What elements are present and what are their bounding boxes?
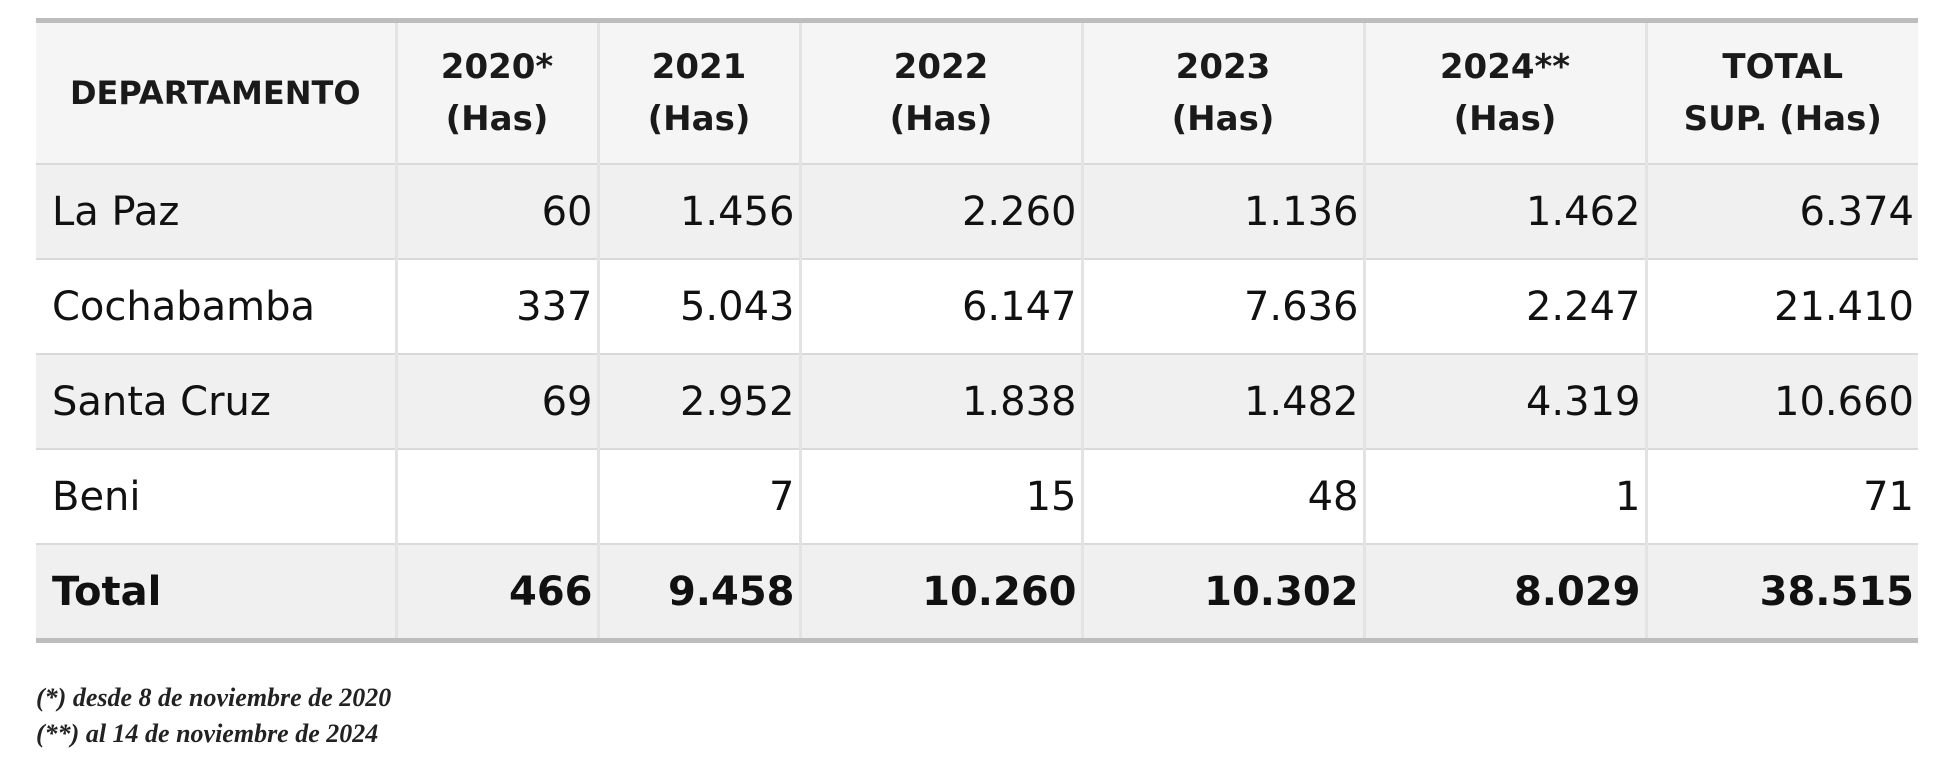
cell-total: 21.410 [1644,258,1918,354]
cell-2022: 15 [798,448,1082,544]
header-year: 2020* [440,47,554,87]
cell-department: Beni [36,448,396,544]
cell-2023: 7.636 [1080,258,1364,354]
header-2021: 2021 (Has) [596,23,800,164]
cell-2022: 1.838 [798,353,1082,449]
cell-department: La Paz [36,163,396,259]
header-unit: (Has) [1171,99,1275,139]
cell-total: 71 [1644,448,1918,544]
cell-total: 10.660 [1644,353,1918,449]
cell-department: Santa Cruz [36,353,396,449]
footnote-2020: (*) desde 8 de noviembre de 2020 [36,683,392,712]
header-unit: (Has) [647,99,751,139]
cell-2021: 2.952 [596,353,800,449]
cell-2021: 7 [596,448,800,544]
cell-total-label: Total [36,543,396,638]
header-2020: 2020* (Has) [394,23,598,164]
header-2024: 2024** (Has) [1362,23,1646,164]
header-2023: 2023 (Has) [1080,23,1364,164]
hectares-by-department-table: DEPARTAMENTO 2020* (Has) 2021 (Has) 2022… [36,23,1918,638]
cell-2020: 69 [394,353,598,449]
header-label: TOTAL [1722,47,1844,87]
cell-2024: 1.462 [1362,163,1646,259]
cell-2024: 2.247 [1362,258,1646,354]
table-row-santa-cruz: Santa Cruz 69 2.952 1.838 1.482 4.319 10… [36,353,1918,449]
cell-2023: 48 [1080,448,1364,544]
header-year: 2023 [1175,47,1271,87]
cell-2023: 1.136 [1080,163,1364,259]
cell-department: Cochabamba [36,258,396,354]
cell-2024: 1 [1362,448,1646,544]
header-year: 2024** [1439,47,1571,87]
cell-total-2022: 10.260 [798,543,1082,638]
cell-2021: 1.456 [596,163,800,259]
header-year: 2022 [893,47,989,87]
footnotes: (*) desde 8 de noviembre de 2020 (**) al… [36,680,391,752]
header-unit: (Has) [1453,99,1557,139]
header-unit: (Has) [889,99,993,139]
footnote-2024: (**) al 14 de noviembre de 2024 [36,719,379,748]
header-year: 2021 [651,47,747,87]
cell-grand-total: 38.515 [1644,543,1918,638]
header-label: DEPARTAMENTO [69,74,361,112]
hectares-table-container: DEPARTAMENTO 2020* (Has) 2021 (Has) 2022… [36,18,1918,643]
cell-2021: 5.043 [596,258,800,354]
table-header-row: DEPARTAMENTO 2020* (Has) 2021 (Has) 2022… [36,23,1918,164]
table-row-total: Total 466 9.458 10.260 10.302 8.029 38.5… [36,543,1918,638]
cell-2020: 60 [394,163,598,259]
cell-2024: 4.319 [1362,353,1646,449]
header-unit: (Has) [445,99,549,139]
header-total-sup: TOTAL SUP. (Has) [1644,23,1918,164]
cell-total-2023: 10.302 [1080,543,1364,638]
table-row-beni: Beni 7 15 48 1 71 [36,448,1918,544]
cell-total-2024: 8.029 [1362,543,1646,638]
cell-total-2021: 9.458 [596,543,800,638]
table-row-la-paz: La Paz 60 1.456 2.260 1.136 1.462 6.374 [36,163,1918,259]
cell-2022: 6.147 [798,258,1082,354]
header-unit: SUP. (Has) [1683,99,1882,139]
cell-total: 6.374 [1644,163,1918,259]
header-2022: 2022 (Has) [798,23,1082,164]
header-departamento: DEPARTAMENTO [36,23,396,164]
table-row-cochabamba: Cochabamba 337 5.043 6.147 7.636 2.247 2… [36,258,1918,354]
cell-total-2020: 466 [394,543,598,638]
cell-2022: 2.260 [798,163,1082,259]
cell-2020: 337 [394,258,598,354]
cell-2020 [394,448,598,544]
cell-2023: 1.482 [1080,353,1364,449]
